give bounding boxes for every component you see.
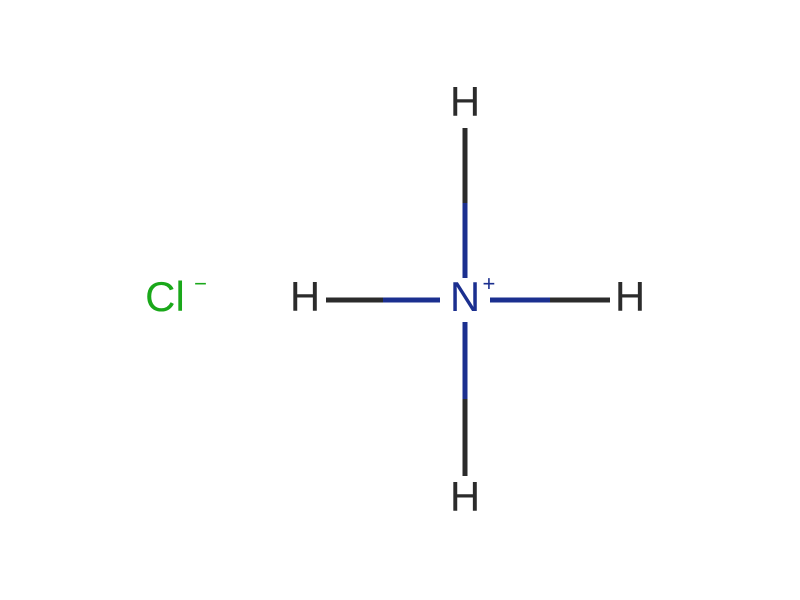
atom-label: H: [290, 273, 320, 320]
atom-Cl: Cl−: [145, 271, 207, 320]
atom-H_right: H: [615, 273, 645, 320]
atom-label: H: [615, 273, 645, 320]
atom-label: H: [450, 78, 480, 125]
charge-label: +: [483, 271, 496, 296]
atom-N: N+: [450, 271, 496, 320]
molecule-diagram: Cl− N+ H H H H: [0, 0, 800, 600]
charge-label: −: [194, 271, 207, 296]
atom-label: N: [450, 273, 480, 320]
atom-label: H: [450, 473, 480, 520]
atom-H_left: H: [290, 273, 320, 320]
atom-H_bottom: H: [450, 473, 480, 520]
atom-label: Cl: [145, 273, 185, 320]
atom-H_top: H: [450, 78, 480, 125]
